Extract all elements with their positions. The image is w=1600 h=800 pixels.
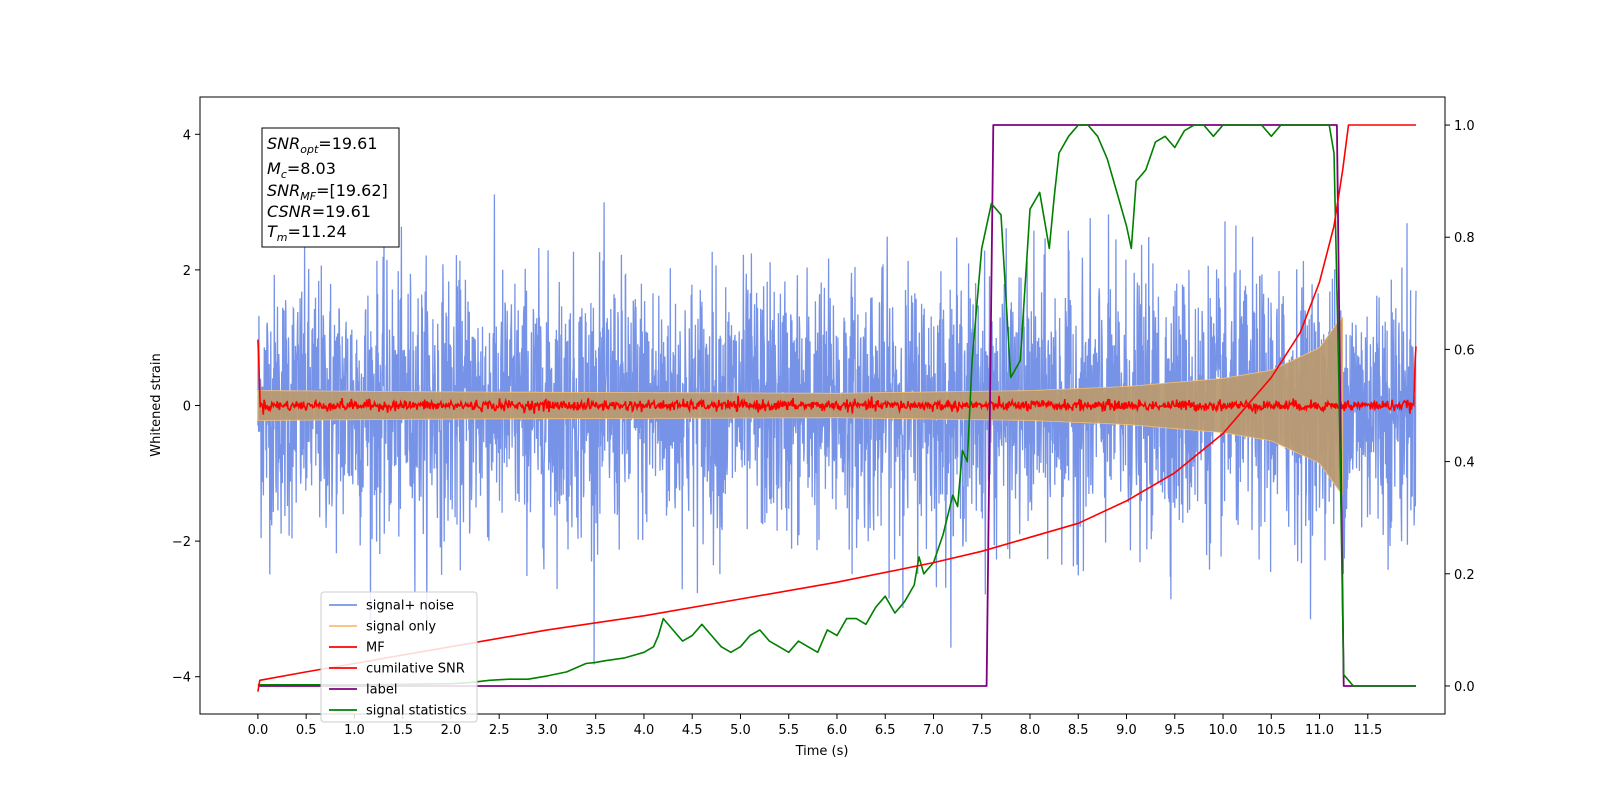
series-signal-statistics xyxy=(257,124,1416,687)
x-tick-label: 0.5 xyxy=(296,723,317,738)
line-signal-statistics xyxy=(257,124,1416,687)
info-tm: Tm=11.24 xyxy=(267,222,347,244)
x-tick-label: 9.0 xyxy=(1116,723,1137,738)
x-tick-label: 7.0 xyxy=(923,723,944,738)
x-tick-label: 8.5 xyxy=(1068,723,1089,738)
legend-entry: label xyxy=(366,683,397,698)
x-tick-label: 1.5 xyxy=(392,723,413,738)
line-signal-noise xyxy=(257,194,1417,665)
legend-entry: signal statistics xyxy=(366,704,467,719)
legend-entry: cumilative SNR xyxy=(366,662,465,677)
y-right-tick-label: 1.0 xyxy=(1454,119,1475,134)
x-tick-label: 3.5 xyxy=(585,723,606,738)
series-signal-noise xyxy=(257,194,1417,665)
legend-entry: signal+ noise xyxy=(366,599,454,614)
info-box-frame xyxy=(261,127,400,248)
y-tick-label: −2 xyxy=(172,535,191,550)
x-tick-label: 3.0 xyxy=(537,723,558,738)
y-tick-label: −4 xyxy=(172,671,191,686)
x-axis-ticks: 0.0 0.5 1.0 1.5 2.0 2.5 3.0 3.5 4.0 4.5 5.0 5.5 6.0 6… xyxy=(248,714,1382,738)
x-tick-label: 0.0 xyxy=(248,723,269,738)
x-tick-label: 10.0 xyxy=(1209,723,1238,738)
x-tick-label: 2.5 xyxy=(489,723,510,738)
x-tick-label: 4.5 xyxy=(682,723,703,738)
y-right-tick-label: 0.2 xyxy=(1454,568,1475,583)
y-axis-right-ticks: 0.0 0.2 0.4 0.6 0.8 1.0 xyxy=(1445,119,1475,695)
series-mf xyxy=(257,339,1417,415)
x-tick-label: 6.5 xyxy=(875,723,896,738)
x-tick-label: 6.0 xyxy=(827,723,848,738)
x-tick-label: 11.5 xyxy=(1353,723,1382,738)
x-tick-label: 5.0 xyxy=(730,723,751,738)
y-axis-left-ticks: −4 −2 0 2 4 xyxy=(172,128,200,686)
x-tick-label: 10.5 xyxy=(1257,723,1286,738)
y-right-tick-label: 0.4 xyxy=(1454,456,1475,471)
legend-frame xyxy=(320,591,478,723)
info-box: SNRopt=19.61 Mc=8.03 SNRMF=[19.62] CSNR=… xyxy=(261,127,400,248)
info-mc: Mc=8.03 xyxy=(267,159,336,181)
y-right-tick-label: 0.8 xyxy=(1454,231,1475,246)
y-axis-label: Whitened strain xyxy=(149,353,164,456)
y-right-tick-label: 0.0 xyxy=(1454,680,1475,695)
y-tick-label: 0 xyxy=(183,400,191,415)
info-csnr: CSNR=19.61 xyxy=(267,202,371,221)
x-axis-label: Time (s) xyxy=(795,744,849,759)
y-tick-label: 4 xyxy=(183,128,191,143)
x-tick-label: 11.0 xyxy=(1305,723,1334,738)
x-tick-label: 1.0 xyxy=(344,723,365,738)
legend-entry: signal only xyxy=(366,620,436,635)
y-tick-label: 2 xyxy=(183,264,191,279)
line-mf xyxy=(257,339,1417,415)
legend: signal+ noise signal only MF cumilative SNR… xyxy=(320,591,478,723)
info-snr-mf: SNRMF=[19.62] xyxy=(267,181,388,203)
x-tick-label: 9.5 xyxy=(1164,723,1185,738)
x-tick-label: 5.5 xyxy=(778,723,799,738)
info-snr-opt: SNRopt=19.61 xyxy=(267,134,378,156)
x-tick-label: 7.5 xyxy=(971,723,992,738)
x-tick-label: 4.0 xyxy=(634,723,655,738)
legend-entry: MF xyxy=(366,641,385,656)
y-right-tick-label: 0.6 xyxy=(1454,343,1475,358)
x-tick-label: 2.0 xyxy=(441,723,462,738)
x-tick-label: 8.0 xyxy=(1020,723,1041,738)
